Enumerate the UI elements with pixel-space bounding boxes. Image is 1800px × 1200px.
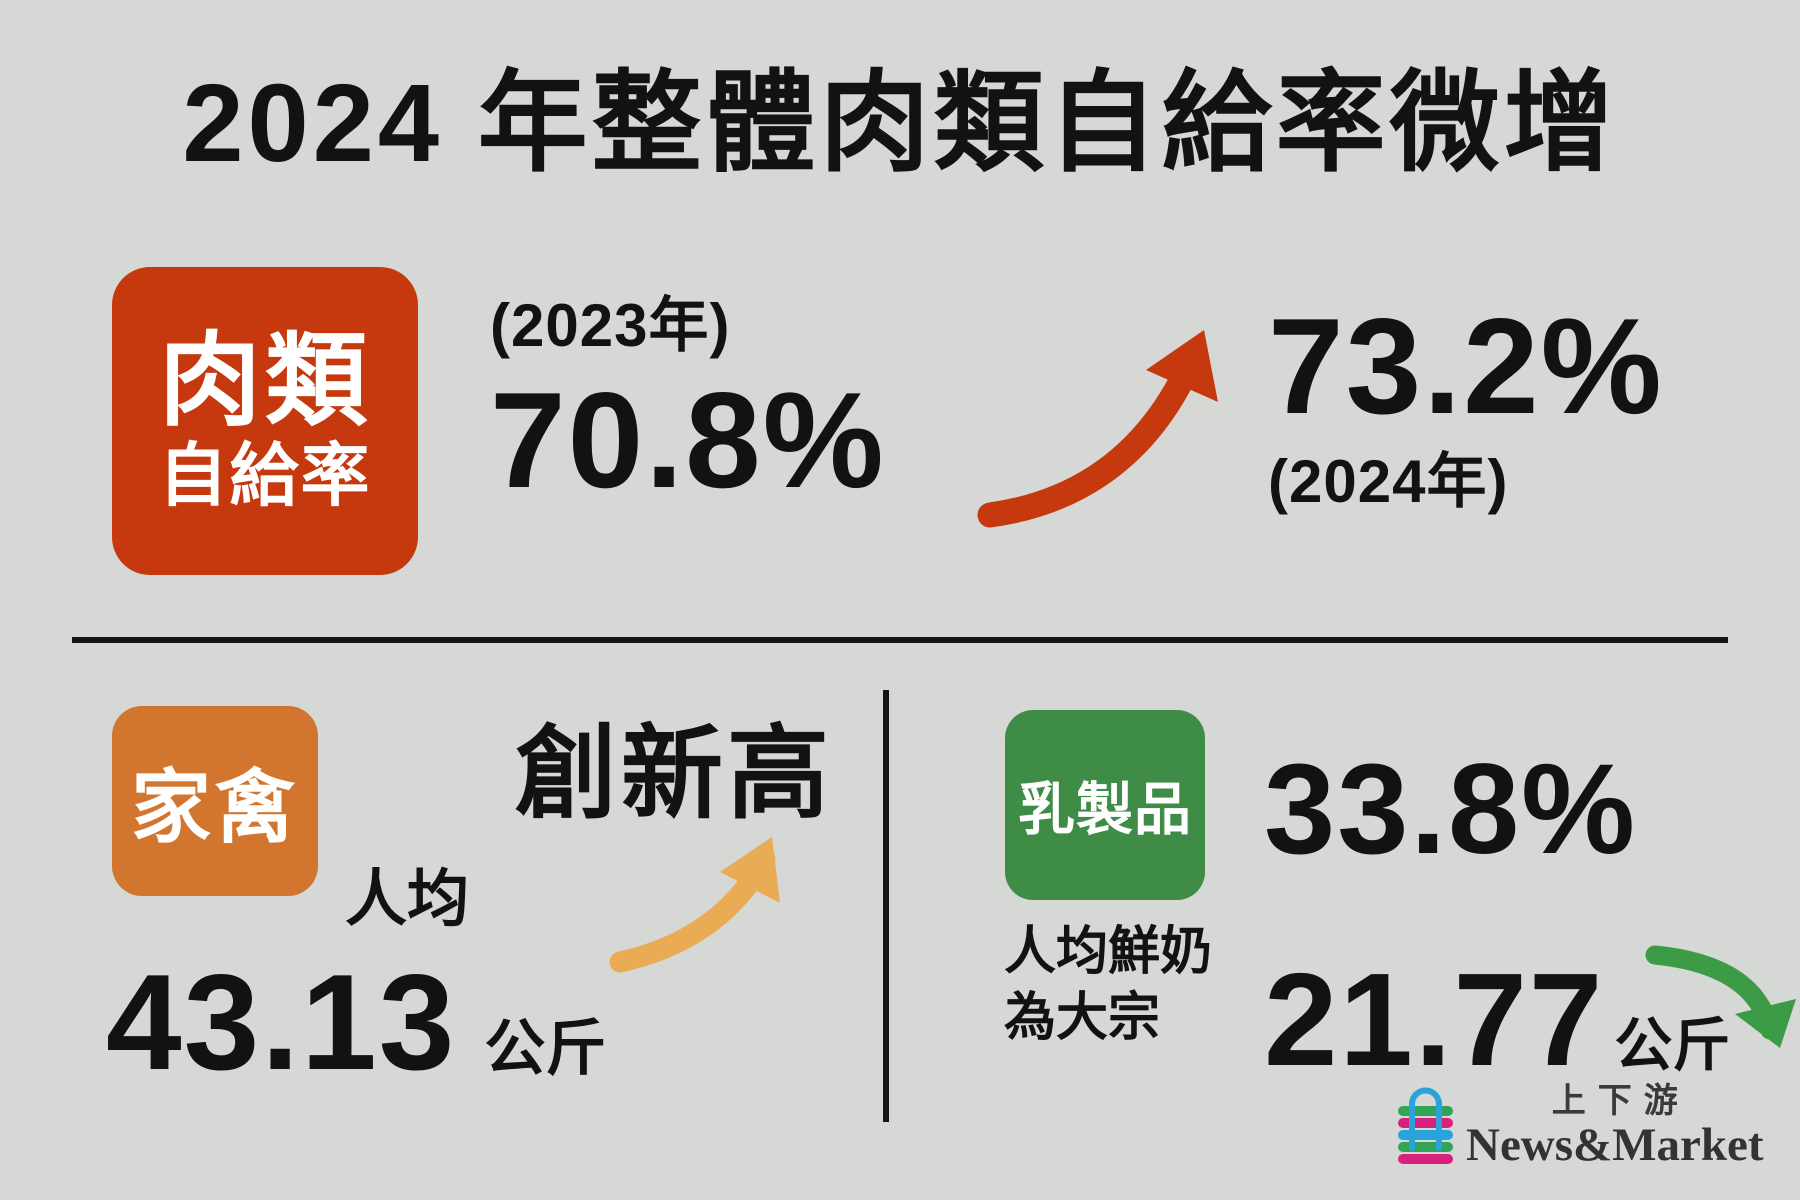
record-up-arrow-icon (609, 837, 780, 973)
shopping-bag-icon (1398, 1087, 1453, 1165)
logo-text-block: 上下游 News&Market (1466, 1082, 1764, 1170)
meat-2023-value: 70.8% (490, 364, 886, 516)
poultry-badge-label: 家禽 (131, 763, 299, 852)
vertical-divider (883, 690, 889, 1122)
dairy-badge: 乳製品 (1005, 710, 1205, 900)
meat-badge: 肉類 自給率 (112, 267, 418, 575)
dairy-note-line2: 為大宗 (1004, 988, 1161, 1047)
horizontal-divider (72, 637, 1728, 643)
meat-2023-group: (2023年) 70.8% (490, 290, 886, 508)
logo-english-name: News&Market (1466, 1119, 1764, 1172)
meat-2024-label: (2024年) (1268, 448, 1509, 515)
logo-chinese-name: 上下游 (1551, 1082, 1690, 1120)
meat-2024-group: 73.2% (2024年) (1268, 298, 1664, 518)
dairy-amount-row: 21.77 公斤 (1264, 944, 1730, 1095)
meat-2024-value: 73.2% (1268, 290, 1664, 442)
decrease-arrow-icon (1645, 945, 1796, 1048)
poultry-value-row: 43.13 公斤 (106, 944, 606, 1100)
poultry-unit: 公斤 (484, 1014, 607, 1082)
dairy-amount: 21.77 (1264, 946, 1605, 1093)
dairy-badge-label: 乳製品 (1018, 778, 1192, 842)
increase-arrow-icon (977, 330, 1218, 528)
meat-badge-line1: 肉類 (159, 324, 371, 439)
page-title: 2024 年整體肉類自給率微增 (182, 62, 1618, 185)
meat-badge-line2: 自給率 (158, 437, 372, 515)
dairy-note: 人均鮮奶 為大宗 (1004, 920, 1212, 1051)
news-market-logo: 上下游 News&Market (1396, 1082, 1764, 1170)
poultry-badge: 家禽 (112, 706, 318, 896)
meat-2023-label: (2023年) (490, 292, 731, 359)
poultry-per-capita-label: 人均 (345, 865, 470, 934)
poultry-record-high-label: 創新高 (515, 717, 833, 831)
dairy-unit: 公斤 (1614, 1013, 1731, 1078)
dairy-note-line1: 人均鮮奶 (1004, 923, 1213, 981)
poultry-value: 43.13 (106, 946, 457, 1098)
dairy-value: 33.8% (1264, 738, 1637, 881)
